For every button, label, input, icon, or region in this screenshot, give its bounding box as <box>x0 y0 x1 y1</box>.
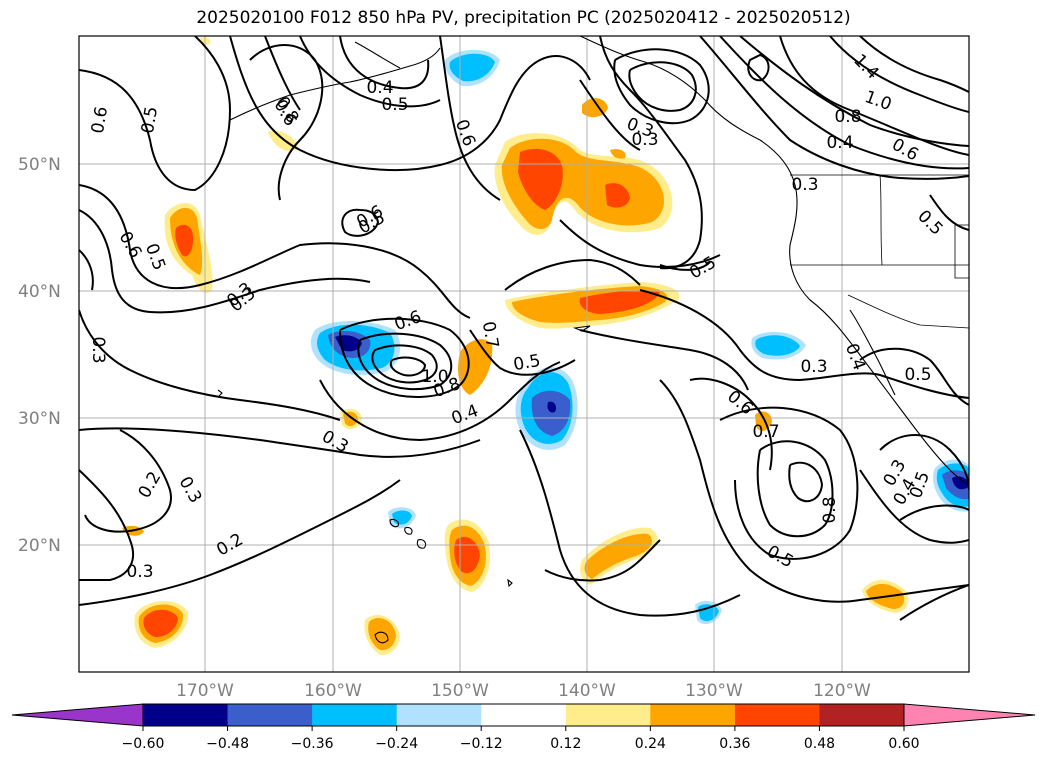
colorbar-tick-label: 0.48 <box>804 736 835 752</box>
colorbar-segment <box>396 704 482 726</box>
colorbar-segment <box>650 704 736 726</box>
lat-label: 40°N <box>18 282 61 302</box>
precip-region <box>610 149 626 159</box>
map-title: 2025020100 F012 850 hPa PV, precipitatio… <box>196 8 851 28</box>
precip-region <box>175 224 194 257</box>
contour-label: 0.3 <box>126 562 153 582</box>
map-layers <box>79 36 969 672</box>
colorbar-tick-label: −0.12 <box>460 736 503 752</box>
colorbar-segment <box>565 704 651 726</box>
contour-label: 0.5 <box>138 105 162 135</box>
contour-label: 0.7 <box>478 320 502 350</box>
colorbar-tick-label: 0.60 <box>888 736 919 752</box>
lon-label: 120°W <box>813 681 871 701</box>
colorbar-segment <box>481 704 567 726</box>
contour-label: 1.0 <box>421 367 448 387</box>
contour-label: 0.8 <box>820 496 840 523</box>
lat-label: 30°N <box>18 409 61 429</box>
precip-region <box>755 335 800 356</box>
coastlines <box>217 36 969 644</box>
contour-label: 0.7 <box>752 422 779 442</box>
colorbar-segment <box>734 704 820 726</box>
colorbar-segment <box>227 704 313 726</box>
colorbar-frame <box>142 703 905 727</box>
contour-label: 0.6 <box>88 105 112 135</box>
contour-label: 0.5 <box>904 365 931 385</box>
colorbar <box>11 703 1036 727</box>
contour-label: 0.5 <box>512 351 542 375</box>
precip-region <box>268 130 298 152</box>
colorbar-ticks: −0.60 −0.48 −0.36 −0.24 −0.12 0.12 0.24 0.36 0.4… <box>122 726 920 752</box>
contour-label: 0.3 <box>88 336 108 363</box>
precip-region <box>952 476 969 490</box>
pv-contours <box>79 36 969 621</box>
contour-label: 0.4 <box>366 78 393 98</box>
colorbar-tick-label: −0.36 <box>291 736 334 752</box>
contour-label: 0.5 <box>381 95 408 115</box>
colorbar-segment <box>143 704 229 726</box>
precip-region <box>368 618 396 651</box>
precip-region <box>454 536 480 574</box>
lat-label: 50°N <box>18 155 61 175</box>
contour-label: 0.8 <box>834 107 861 127</box>
contour-label: 0.4 <box>826 133 853 153</box>
colorbar-tick-label: −0.24 <box>375 736 418 752</box>
lon-label: 160°W <box>304 681 362 701</box>
precip-region <box>547 401 557 413</box>
colorbar-tick-label: −0.48 <box>206 736 249 752</box>
colorbar-extend-min <box>11 703 144 727</box>
precip-region <box>143 609 178 638</box>
precip-region <box>579 290 660 314</box>
contour-label: 0.3 <box>791 175 818 195</box>
map-frame <box>78 35 970 673</box>
precip-region <box>531 390 571 436</box>
political-borders <box>790 174 969 329</box>
colorbar-tick-label: 0.36 <box>719 736 750 752</box>
colorbar-extend-max <box>903 703 1036 727</box>
colorbar-segment <box>312 704 398 726</box>
precip-region <box>449 53 495 82</box>
lon-label: 140°W <box>558 681 616 701</box>
colorbar-tick-label: −0.60 <box>122 736 165 752</box>
lon-label: 130°W <box>685 681 743 701</box>
graticule <box>79 36 969 672</box>
lon-label: 150°W <box>431 681 489 701</box>
precip-region <box>605 183 630 208</box>
lat-label: 20°N <box>18 536 61 556</box>
colorbar-tick-label: 0.24 <box>635 736 666 752</box>
colorbar-segment <box>819 704 905 726</box>
colorbar-tick-label: 0.12 <box>550 736 581 752</box>
contour-label: 0.3 <box>800 357 827 377</box>
contour-label: 0.3 <box>631 130 658 150</box>
lon-label: 170°W <box>176 681 234 701</box>
